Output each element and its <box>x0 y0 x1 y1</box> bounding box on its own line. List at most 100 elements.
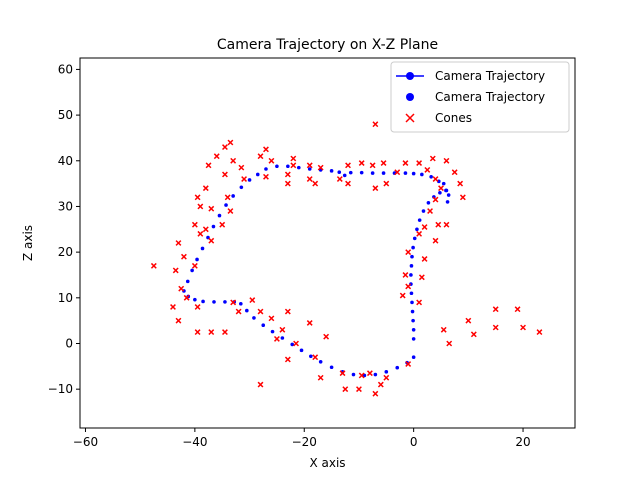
cone-marker <box>194 329 201 336</box>
cone-marker <box>172 267 179 274</box>
legend-label-trajectory-line: Camera Trajectory <box>435 69 545 83</box>
trajectory-point <box>252 316 256 320</box>
trajectory-point <box>290 342 295 347</box>
trajectory-point <box>381 171 386 175</box>
cone-marker <box>405 283 412 290</box>
cone-marker <box>345 180 351 187</box>
cone-marker <box>175 317 182 324</box>
x-axis-label: X axis <box>309 456 345 470</box>
trajectory-point <box>223 300 227 304</box>
trajectory-point <box>410 309 415 314</box>
cone-marker <box>202 185 209 192</box>
x-tick-label: −60 <box>73 435 98 449</box>
cone-marker <box>306 176 313 182</box>
cone-marker <box>263 146 269 153</box>
cone-marker <box>183 294 190 301</box>
trajectory-point <box>351 372 356 377</box>
chart-title: Camera Trajectory on X-Z Plane <box>217 37 438 53</box>
trajectory-point <box>370 171 375 175</box>
cone-marker <box>273 335 280 342</box>
trajectory-point <box>410 254 414 259</box>
cone-marker <box>257 381 264 388</box>
trajectory-point <box>329 169 334 173</box>
cone-marker <box>443 157 450 164</box>
cone-marker <box>492 306 499 313</box>
cone-marker <box>180 253 187 260</box>
trajectory-point <box>245 308 249 313</box>
cone-marker <box>312 354 319 361</box>
cone-marker <box>249 297 256 304</box>
cone-marker <box>358 160 365 166</box>
trajectory-point <box>411 355 416 359</box>
trajectory-point <box>403 171 408 175</box>
cone-marker <box>435 221 442 228</box>
trajectory-point <box>415 227 419 232</box>
cone-marker <box>438 185 444 192</box>
cone-marker <box>293 340 299 347</box>
cone-marker <box>219 221 226 228</box>
cone-marker <box>446 340 453 347</box>
trajectory-point <box>421 209 426 213</box>
cone-marker <box>170 304 176 310</box>
cone-marker <box>284 308 291 315</box>
cone-marker <box>432 237 439 244</box>
trajectory-point <box>410 300 414 305</box>
cone-marker <box>230 299 237 306</box>
cone-marker <box>416 299 423 306</box>
cone-marker <box>440 326 447 333</box>
cone-marker <box>222 171 228 178</box>
x-tick-label: −40 <box>182 435 207 449</box>
trajectory-point <box>411 171 416 176</box>
cone-marker <box>451 169 458 176</box>
cone-marker <box>224 194 231 201</box>
cone-marker <box>208 205 215 212</box>
cone-marker <box>290 155 297 162</box>
legend-marker-trajectory-points <box>406 93 414 101</box>
cone-marker <box>356 386 362 393</box>
cone-marker <box>194 194 201 201</box>
trajectory-point <box>429 174 433 179</box>
trajectory-point <box>426 201 431 205</box>
plot-area <box>150 121 543 397</box>
x-tick-label: 20 <box>515 435 530 449</box>
cone-marker <box>429 155 436 162</box>
cone-marker <box>416 160 423 166</box>
y-tick-label: 20 <box>58 245 73 259</box>
cone-marker <box>514 306 521 313</box>
cone-marker <box>222 329 228 336</box>
trajectory-point <box>446 193 451 197</box>
trajectory-point <box>296 165 301 170</box>
cone-marker <box>208 237 215 244</box>
trajectory-point <box>239 185 244 190</box>
cone-marker <box>222 144 228 151</box>
cone-marker <box>336 176 343 182</box>
cone-marker <box>536 329 543 336</box>
trajectory-point <box>247 178 252 182</box>
cone-marker <box>377 381 384 388</box>
trajectory-point <box>307 167 312 171</box>
trajectory-point <box>359 170 364 175</box>
cone-marker <box>405 249 412 256</box>
cone-marker <box>323 333 330 340</box>
trajectory-point <box>409 273 413 277</box>
cone-marker <box>202 226 209 233</box>
trajectory-point <box>195 257 199 262</box>
trajectory-point <box>309 354 313 359</box>
plot-frame <box>79 57 576 429</box>
y-tick-label: 40 <box>58 154 73 168</box>
cone-marker <box>405 361 412 367</box>
cone-marker <box>394 169 401 176</box>
trajectory-point <box>395 365 400 370</box>
cone-marker <box>342 386 349 393</box>
cone-marker <box>279 326 286 333</box>
cone-marker <box>317 164 324 171</box>
cone-marker <box>427 208 433 214</box>
cone-marker <box>268 315 275 322</box>
trajectory-point <box>264 167 268 171</box>
trajectory-point <box>299 348 304 353</box>
cone-marker <box>465 317 472 324</box>
cone-marker <box>235 308 242 315</box>
cone-marker <box>470 331 477 338</box>
trajectory-point <box>217 213 222 218</box>
trajectory-point <box>411 327 416 332</box>
